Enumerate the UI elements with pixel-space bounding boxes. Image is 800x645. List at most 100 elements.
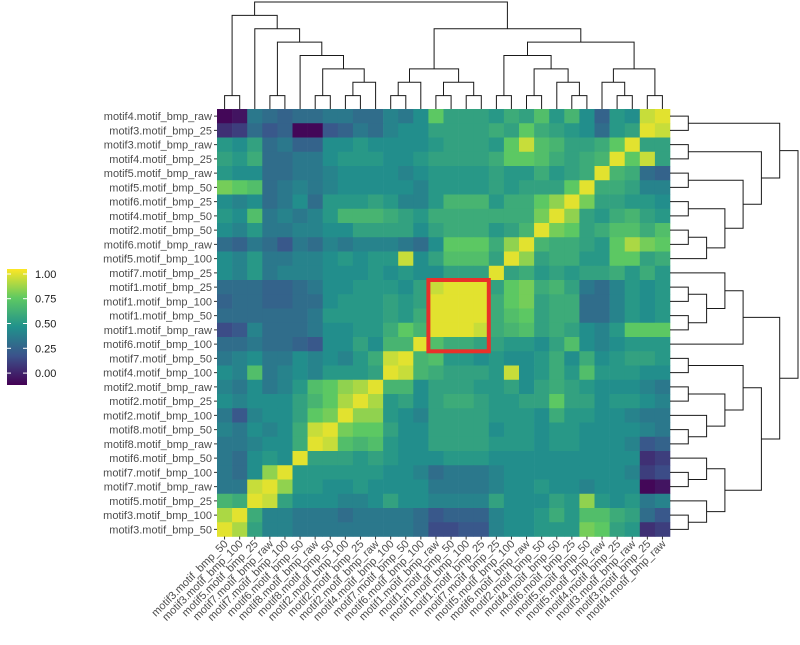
heatmap-cell [564,337,580,352]
heatmap-cell [337,465,354,480]
heatmap-cell [624,436,641,452]
heatmap-cell [428,351,444,366]
heatmap-cell [398,265,414,281]
heatmap-cell [337,208,354,224]
heatmap-cell [519,151,535,167]
dendrogram-branch [443,81,475,96]
heatmap-cell [398,294,414,309]
heatmap-cell [352,180,369,195]
heatmap-cell [654,508,671,523]
row-label: motif7.motif_bmp_raw [104,482,212,494]
legend-tick-label: 0.50 [35,319,56,331]
heatmap-cell [322,522,339,537]
heatmap-cell [519,223,535,238]
heatmap-cell [458,123,474,138]
heatmap-cell [639,123,656,138]
heatmap-cell [503,479,520,495]
heatmap-cell [398,237,414,252]
heatmap-cell [307,351,323,366]
heatmap-cell [337,109,354,124]
heatmap-cell [549,166,565,181]
heatmap-cell [564,151,580,167]
heatmap-cell [428,394,444,409]
heatmap-cell [383,180,399,195]
heatmap-cell [503,109,520,124]
heatmap-cell [307,308,323,324]
heatmap-cell [534,465,550,480]
heatmap-cell [413,408,429,423]
heatmap-cell [262,394,278,409]
heatmap-cell [247,365,263,381]
heatmap-cell [534,394,550,409]
heatmap-cell [217,436,233,452]
heatmap-cell [277,451,293,466]
heatmap-cell [232,451,248,466]
heatmap-cell [549,422,565,438]
heatmap-cell [277,493,293,509]
heatmap-cell [383,351,399,366]
heatmap-cell [247,294,263,309]
heatmap-cell [503,123,520,138]
heatmap-cell [624,322,641,338]
heatmap-cell [609,251,625,267]
heatmap-cell [458,379,474,395]
heatmap-cell [443,522,459,537]
heatmap-cell [564,365,580,381]
heatmap-cell [217,337,233,352]
heatmap-cell [549,294,565,309]
heatmap-cell [368,422,384,438]
row-label: motif2.motif_bmp_raw [104,382,212,394]
dendrogram-branch [224,95,241,109]
heatmap-cell [368,365,384,381]
heatmap-cell [352,151,369,167]
heatmap-cell [247,451,263,466]
heatmap-cell [262,351,278,366]
heatmap-cell [624,422,641,438]
heatmap-cell [579,408,595,423]
heatmap-cell [458,137,474,153]
heatmap-cell [368,351,384,366]
heatmap-cell [458,109,474,124]
heatmap-cell [232,208,248,224]
heatmap-cell [277,223,293,238]
heatmap-cell [232,109,248,124]
heatmap-cell [322,137,339,153]
heatmap-cell [549,508,565,523]
heatmap-cell [292,166,308,181]
heatmap-cell [428,280,444,295]
heatmap-cell [639,151,656,167]
heatmap-cell [352,422,369,438]
heatmap-cell [232,351,248,366]
heatmap-cell [564,451,580,466]
heatmap-cell [443,251,459,267]
heatmap-cell [232,180,248,195]
heatmap-cell [368,408,384,423]
heatmap-cell [503,280,520,295]
heatmap-cell [519,280,535,295]
heatmap-cell [503,180,520,195]
heatmap-cell [534,493,550,509]
heatmap-cell [352,436,369,452]
row-label: motif5.motif_bmp_100 [103,254,212,266]
heatmap-cell [488,109,505,124]
heatmap-cell [443,351,459,366]
dendrogram-branch [670,429,689,445]
heatmap-cell [352,123,369,138]
heatmap-cell [428,151,444,167]
heatmap-cell [519,351,535,366]
heatmap-cell [322,123,339,138]
heatmap-cell [428,508,444,523]
heatmap-cell [398,479,414,495]
heatmap-cell [564,294,580,309]
heatmap-cell [488,351,505,366]
row-label: motif1.motif_bmp_50 [109,311,212,323]
heatmap-cell [624,308,641,324]
heatmap-cell [594,308,610,324]
dendrogram-branch [688,151,762,205]
heatmap-cell [337,365,354,381]
heatmap-cell [292,508,308,523]
heatmap-cell [609,508,625,523]
heatmap-cell [594,422,610,438]
heatmap-cell [624,137,641,153]
heatmap-cell [654,166,671,181]
